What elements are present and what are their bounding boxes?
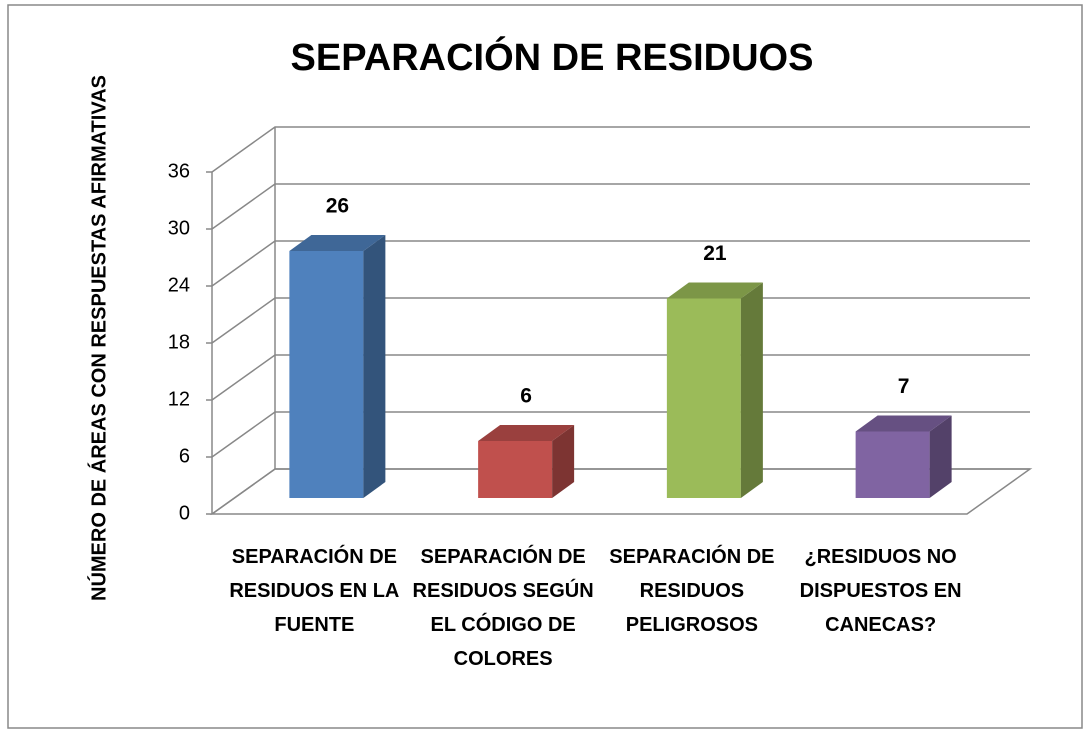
grid-line [211,354,1030,401]
bar [478,441,553,498]
bar [666,298,741,498]
bar-side [552,425,575,498]
grid-line [211,297,1030,344]
value-label: 6 [520,385,532,408]
grid-line [211,411,1030,458]
value-label: 26 [326,195,349,218]
y-tick-label: 36 [168,160,190,182]
y-tick-label: 0 [179,502,190,524]
bar [855,431,930,498]
x-tick-label: SEPARACIÓN DE RESIDUOS EN LA FUENTE [229,546,400,636]
y-tick-label: 30 [168,217,190,239]
chart-title: SEPARACIÓN DE RESIDUOS [291,35,814,79]
bar [289,251,364,498]
x-tick-label: ¿RESIDUOS NO DISPUESTOS EN CANECAS? [799,546,962,636]
y-axis-label: NÚMERO DE ÁREAS CON RESPUESTAS AFIRMATIV… [86,75,110,601]
grid-line [211,240,1030,287]
bar-top [289,235,386,251]
value-label: 7 [898,375,910,398]
x-tick-label: SEPARACIÓN DE RESIDUOS PELIGROSOS [609,546,775,636]
y-tick-label: 18 [168,331,190,353]
y-tick-label: 12 [168,388,190,410]
x-tick-label: SEPARACIÓN DE RESIDUOS SEGÚN EL CÓDIGO D… [412,546,594,670]
bar-side [929,415,952,498]
grid-line [211,468,1030,515]
y-tick-label: 24 [168,274,190,296]
grid-line [211,126,1030,173]
y-tick-label: 6 [179,445,190,467]
value-label: 21 [703,242,727,265]
bar-top [855,415,952,432]
bar-side [363,235,386,498]
bar-top [666,282,763,299]
bar-side [740,282,763,498]
frame [7,4,1083,729]
bar-top [478,425,575,441]
grid-line [211,183,1030,230]
